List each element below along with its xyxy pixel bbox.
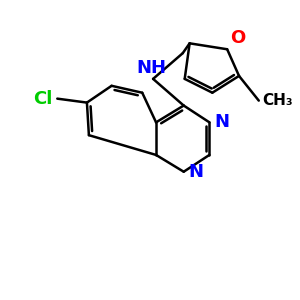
Text: NH: NH — [136, 59, 166, 77]
Text: N: N — [189, 163, 204, 181]
Text: N: N — [214, 113, 229, 131]
Text: O: O — [230, 29, 245, 47]
Text: CH₃: CH₃ — [263, 93, 293, 108]
Text: Cl: Cl — [33, 90, 52, 108]
